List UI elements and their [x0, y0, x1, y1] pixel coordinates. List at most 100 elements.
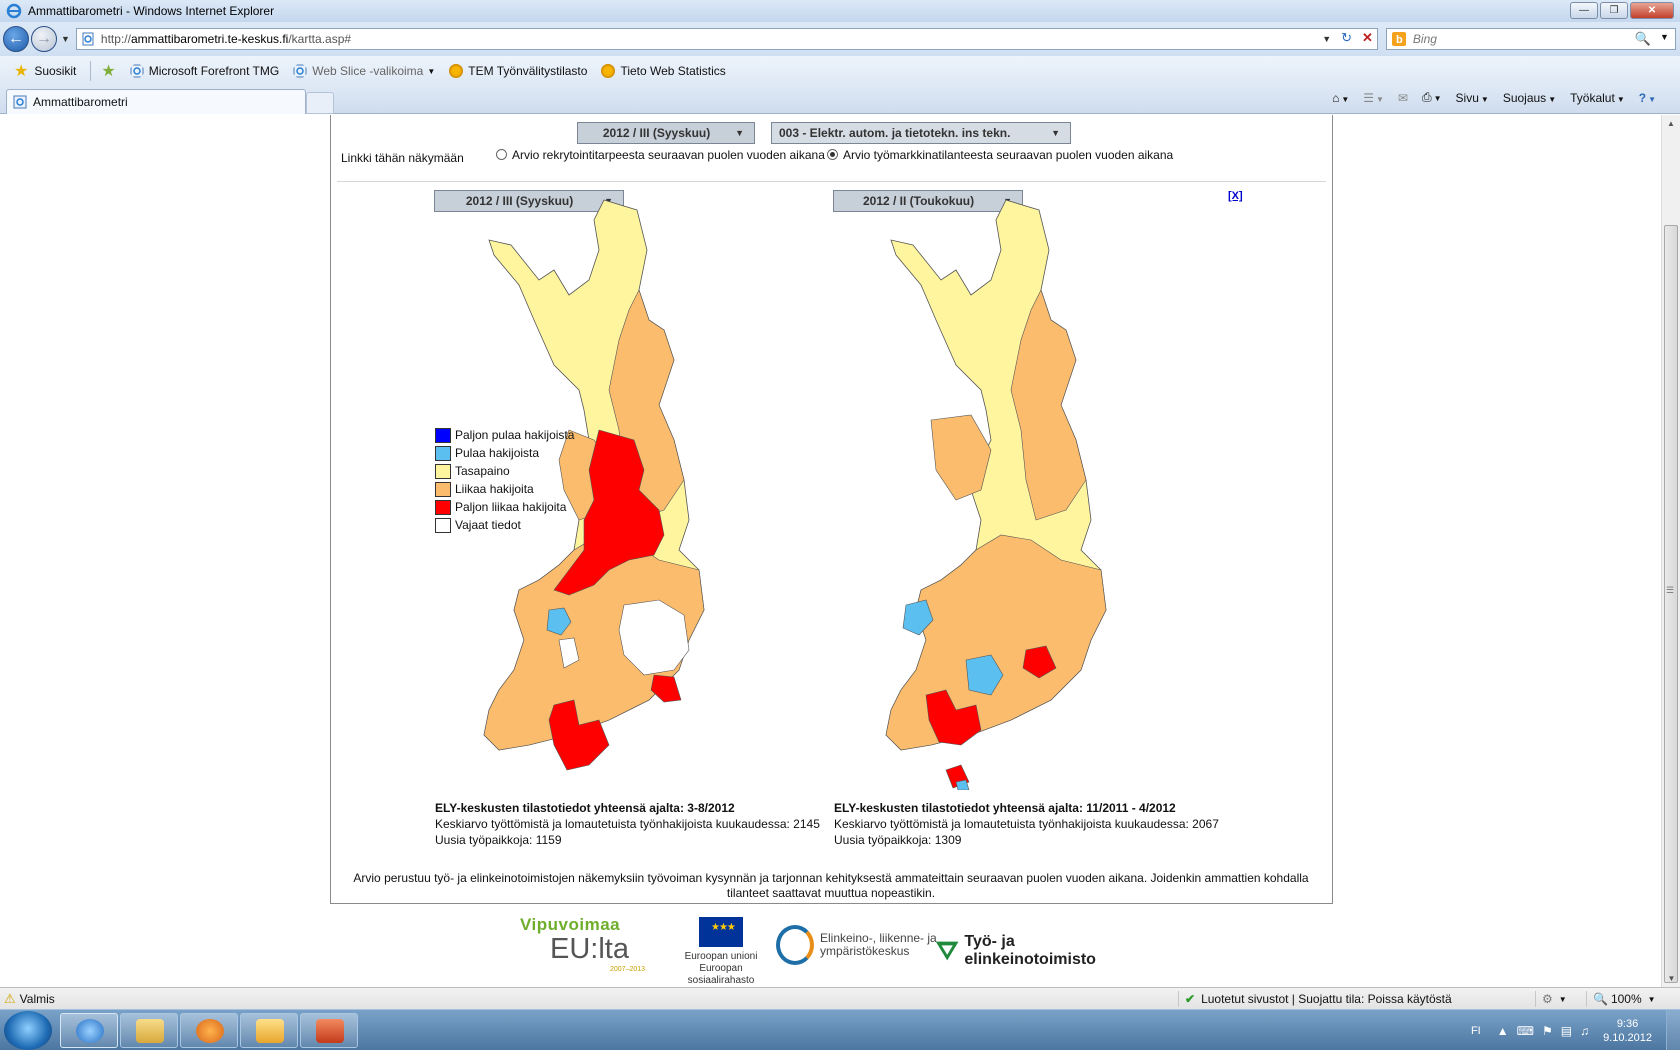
option-recruitment[interactable]: Arvio rekrytointitarpeesta seuraavan puo…: [496, 148, 825, 162]
forward-button[interactable]: →: [31, 26, 57, 52]
help-icon[interactable]: ? ▼: [1638, 90, 1656, 105]
scroll-up-arrow[interactable]: ▲: [1667, 119, 1675, 128]
flag-icon[interactable]: ⚑: [1541, 1023, 1553, 1038]
radio-market[interactable]: [827, 149, 838, 160]
taskbar-ie-button[interactable]: [60, 1013, 118, 1048]
home-button[interactable]: ⌂ ▼: [1332, 90, 1350, 105]
gear-icon: ⚙: [1542, 992, 1553, 1006]
address-field[interactable]: http://ammattibarometri.te-keskus.fi/kar…: [75, 28, 1378, 50]
map-region-shortage: [546, 607, 572, 636]
chevron-down-icon: ▼: [1558, 994, 1567, 1004]
tray-expand-icon[interactable]: ▲: [1496, 1023, 1509, 1038]
right-statistics: ELY-keskusten tilastotiedot yhteensä aja…: [834, 800, 1219, 848]
ie-logo-icon: [76, 1019, 104, 1043]
zoom-level[interactable]: 🔍 100% ▼: [1586, 991, 1656, 1007]
ely-emblem-icon: [776, 925, 814, 965]
keyboard-icon[interactable]: ⌨: [1516, 1023, 1534, 1038]
read-mail-button[interactable]: ✉: [1397, 90, 1409, 105]
minimize-button[interactable]: —: [1570, 2, 1598, 19]
favorite-link-forefront[interactable]: Microsoft Forefront TMG: [130, 64, 279, 78]
taskbar-explorer-button[interactable]: [120, 1013, 178, 1048]
tools-menu[interactable]: Työkalut ▼: [1570, 90, 1625, 105]
map-region-large-surplus: [925, 689, 982, 746]
favorite-link-tieto[interactable]: Tieto Web Statistics: [601, 64, 726, 78]
new-tab-button[interactable]: [306, 92, 334, 114]
page-viewport: 2012 / III (Syyskuu) ▼ 003 - Elektr. aut…: [0, 115, 1661, 987]
map-region-shortage: [955, 779, 970, 790]
address-dropdown-icon[interactable]: ▼: [1322, 34, 1332, 44]
radio-recruitment[interactable]: [496, 149, 507, 160]
period-select[interactable]: 2012 / III (Syyskuu) ▼: [577, 122, 755, 144]
ely-logo: Elinkeino-, liikenne- ja ympäristökeskus: [776, 925, 937, 965]
chevron-down-icon: ▼: [1051, 128, 1060, 138]
recent-pages-dropdown[interactable]: ▼: [61, 34, 70, 44]
add-to-favorites-bar-button[interactable]: ★: [101, 61, 121, 81]
safety-menu[interactable]: Suojaus ▼: [1502, 90, 1557, 105]
print-button[interactable]: ⎙ ▼: [1422, 90, 1442, 104]
protected-mode-indicator[interactable]: ⚙ ▼: [1535, 991, 1567, 1007]
chevron-down-icon: ▼: [427, 66, 436, 76]
taskbar-powerpoint-button[interactable]: [300, 1013, 358, 1048]
status-bar: ⚠ Valmis ✔ Luotetut sivustot | Suojattu …: [0, 987, 1680, 1009]
site-icon: [449, 64, 464, 78]
tab-ammattibarometri[interactable]: Ammattibarometri: [6, 89, 306, 114]
favorite-web-slice-gallery[interactable]: Web Slice -valikoima ▼: [293, 64, 435, 78]
status-text: Valmis: [19, 991, 55, 1006]
option-market[interactable]: Arvio työmarkkinatilanteesta seuraavan p…: [827, 148, 1173, 162]
network-icon[interactable]: ▤: [1560, 1023, 1573, 1038]
folder-icon: [136, 1019, 164, 1043]
refresh-icon[interactable]: ↻: [1341, 30, 1353, 45]
legend-item: Paljon liikaa hakijoita: [435, 498, 574, 516]
stats-heading: ELY-keskusten tilastotiedot yhteensä aja…: [435, 801, 735, 815]
left-map-period-select[interactable]: 2012 / III (Syyskuu) ▼: [434, 190, 624, 212]
legend-swatch: [435, 481, 451, 497]
outlook-icon: [256, 1019, 284, 1043]
te-office-emblem-icon: [935, 941, 959, 961]
map-region-incomplete: [618, 599, 690, 676]
te-office-logo: Työ- ja elinkeinotoimisto: [934, 933, 1140, 969]
search-icon[interactable]: 🔍: [1634, 31, 1651, 46]
restore-button[interactable]: ❐: [1600, 2, 1628, 19]
volume-icon[interactable]: ♫: [1580, 1023, 1590, 1038]
checkmark-icon: ✔: [1185, 992, 1196, 1006]
tab-bar: Ammattibarometri ⌂ ▼ ☰ ▼ ✉ ⎙ ▼ Sivu ▼ Suojau…: [0, 86, 1680, 114]
clock[interactable]: 9:36 9.10.2012: [1603, 1017, 1652, 1044]
stop-icon[interactable]: ✕: [1362, 30, 1373, 45]
link-to-view[interactable]: Linkki tähän näkymään: [341, 151, 464, 165]
vertical-scrollbar[interactable]: ▲ ☰ ▼: [1661, 115, 1680, 987]
window-title: Ammattibarometri - Windows Internet Expl…: [28, 4, 275, 18]
favorites-button[interactable]: ★ Suosikit: [14, 63, 77, 80]
close-comparison-link[interactable]: [X]: [1228, 190, 1243, 202]
taskbar-outlook-button[interactable]: [240, 1013, 298, 1048]
show-desktop-button[interactable]: [1666, 1010, 1680, 1050]
windows-taskbar: FI ▲ ⌨ ⚑ ▤ ♫ 9:36 9.10.2012: [0, 1009, 1680, 1050]
page-menu[interactable]: Sivu ▼: [1455, 90, 1489, 105]
map-region-incomplete: [558, 637, 580, 669]
close-window-button[interactable]: ✕: [1630, 2, 1674, 19]
scroll-thumb[interactable]: [1664, 225, 1678, 983]
favorite-link-tem[interactable]: TEM Työnvälitystilasto: [449, 64, 587, 78]
search-field[interactable]: b Bing 🔍 ▼: [1385, 28, 1676, 50]
eu-logo: ★★★ Euroopan unioni Euroopan sosiaalirah…: [668, 917, 774, 987]
eu-flag-icon: ★★★: [699, 917, 743, 947]
security-zone[interactable]: ✔ Luotetut sivustot | Suojattu tila: Poi…: [1178, 991, 1452, 1007]
feeds-button[interactable]: ☰ ▼: [1363, 90, 1384, 105]
language-indicator[interactable]: FI: [1470, 1024, 1481, 1037]
finland-map-left[interactable]: [459, 190, 719, 790]
finland-map-right[interactable]: [861, 190, 1121, 790]
map-region-shortage: [965, 654, 1004, 696]
search-options-dropdown[interactable]: ▼: [1660, 32, 1669, 42]
taskbar-media-player-button[interactable]: [180, 1013, 238, 1048]
system-tray: FI ▲ ⌨ ⚑ ▤ ♫ 9:36 9.10.2012: [1471, 1010, 1680, 1050]
scroll-down-arrow[interactable]: ▼: [1667, 974, 1676, 983]
navigation-toolbar: ← → ▼ http://ammattibarometri.te-keskus.…: [0, 22, 1680, 56]
map-region-surplus: [885, 534, 1107, 751]
bing-icon: b: [1391, 32, 1406, 46]
right-map-period-select[interactable]: 2012 / II (Toukokuu) ▼: [833, 190, 1023, 212]
svg-text:b: b: [1396, 34, 1403, 46]
warning-icon: ⚠: [4, 990, 16, 1006]
profession-select[interactable]: 003 - Elektr. autom. ja tietotekn. ins t…: [771, 122, 1071, 144]
back-button[interactable]: ←: [3, 26, 29, 52]
start-button[interactable]: [4, 1011, 52, 1050]
divider: [90, 61, 92, 81]
